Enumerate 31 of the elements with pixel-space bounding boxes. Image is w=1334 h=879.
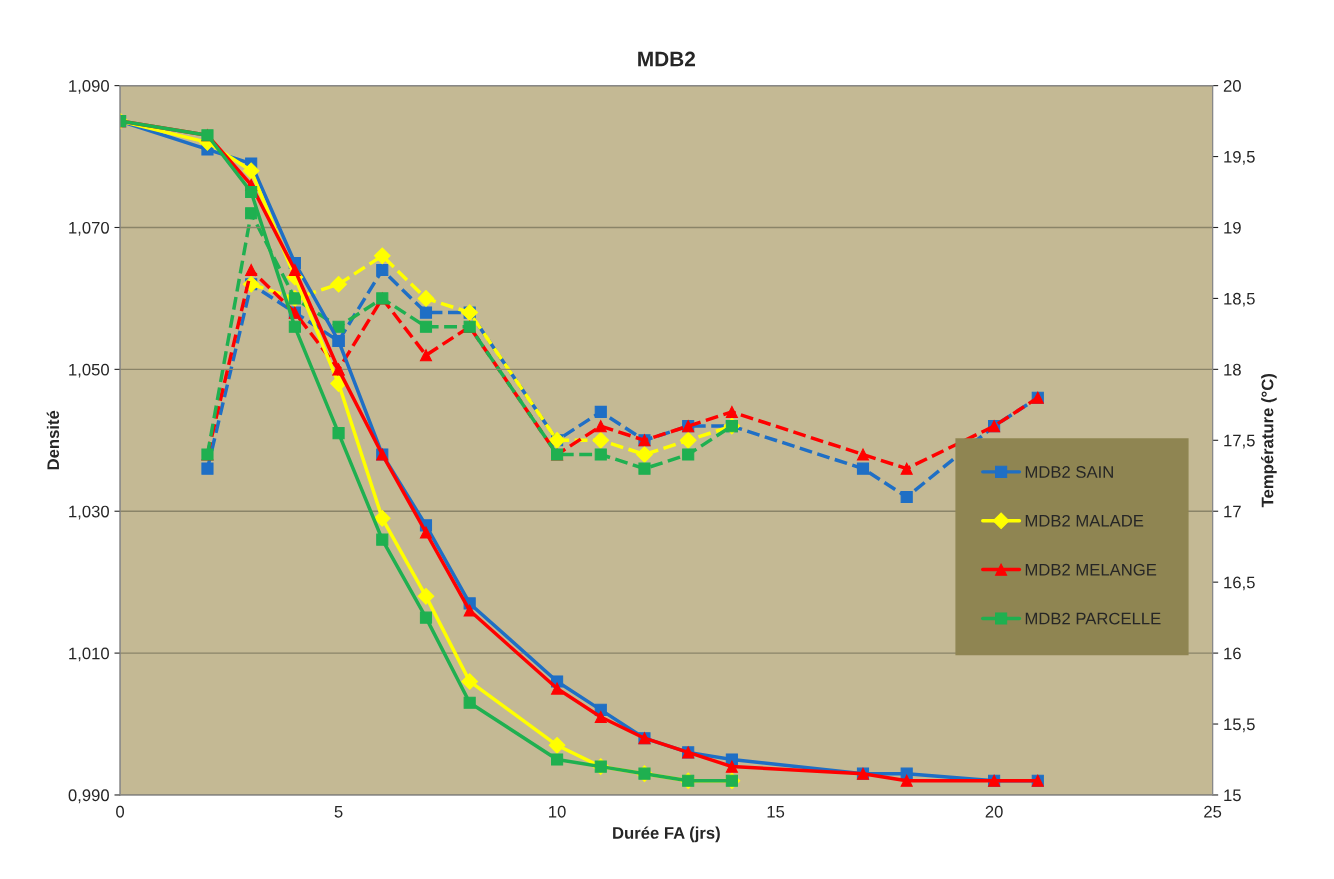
y2-tick-label: 17: [1224, 505, 1241, 518]
x-tick-label: 15: [767, 806, 785, 818]
y2-tick-label: 16: [1224, 647, 1241, 660]
y-tick-label: 1,010: [69, 647, 109, 662]
legend-label: MDB2 MELANGE: [1025, 563, 1157, 576]
y2-tick-label: 19: [1224, 221, 1241, 234]
y2-tick-label: 18: [1224, 363, 1241, 376]
y2-tick-label: 17,5: [1224, 434, 1255, 449]
y-tick-label: 0,990: [68, 789, 109, 804]
y-tick-label: 1,090: [69, 80, 109, 94]
x-tick-label: 0: [116, 805, 125, 818]
legend-label: MDB2 SAIN: [1025, 466, 1113, 478]
y2-tick-label: 16,5: [1224, 576, 1255, 591]
x-tick-label: 25: [1204, 805, 1222, 818]
legend-label: MDB2 MALADE: [1025, 514, 1144, 527]
y-axis-title: Densité: [46, 410, 60, 470]
x-axis-title: Durée FA (jrs): [613, 826, 720, 843]
y-tick-label: 1,070: [69, 221, 109, 236]
chart-title: MDB2: [638, 51, 696, 67]
x-tick-label: 20: [985, 805, 1003, 818]
x-tick-label: 10: [549, 805, 566, 818]
y2-tick-label: 15,5: [1224, 718, 1255, 733]
legend-label: MDB2 PARCELLE: [1025, 612, 1161, 625]
y2-axis-title: Température (°C): [1261, 374, 1277, 508]
y-tick-label: 1,050: [69, 363, 109, 378]
y2-tick-label: 18,5: [1224, 292, 1255, 307]
y2-tick-label: 15: [1224, 789, 1241, 802]
y-tick-label: 1,030: [69, 505, 109, 520]
x-tick-label: 5: [334, 806, 343, 818]
y2-tick-label: 20: [1223, 80, 1241, 92]
y2-tick-label: 19,5: [1224, 150, 1255, 165]
